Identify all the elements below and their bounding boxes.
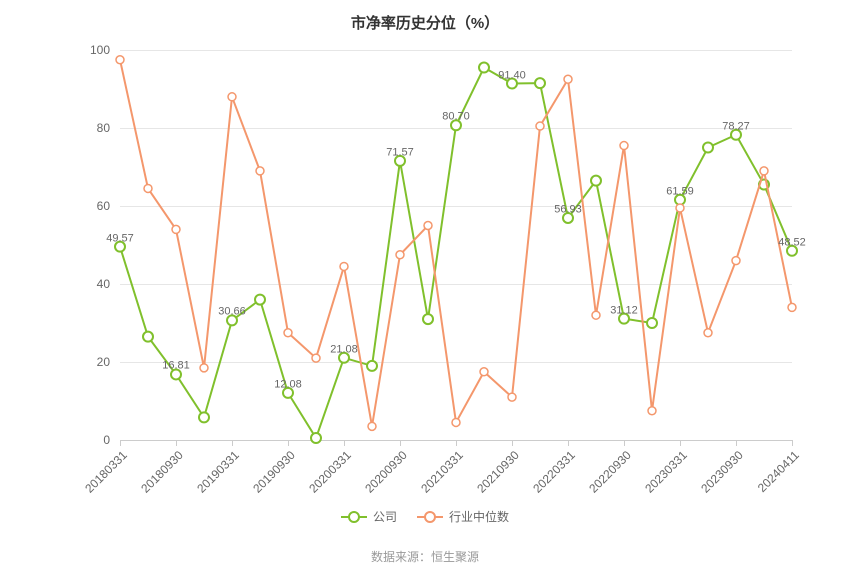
series-marker <box>199 412 209 422</box>
value-label: 21.08 <box>330 343 358 355</box>
x-tick-label: 20230930 <box>698 448 746 496</box>
series-marker <box>676 204 684 212</box>
x-tick <box>736 440 737 446</box>
x-tick <box>512 440 513 446</box>
x-tick-label: 20220331 <box>530 448 578 496</box>
series-marker <box>424 222 432 230</box>
value-label: 49.57 <box>106 232 134 244</box>
series-marker <box>480 368 488 376</box>
value-label: 30.66 <box>218 306 246 318</box>
series-marker <box>143 332 153 342</box>
x-tick-label: 20220930 <box>586 448 634 496</box>
source-value: 恒生聚源 <box>431 550 479 564</box>
series-marker <box>591 176 601 186</box>
value-label: 12.08 <box>274 378 302 390</box>
series-marker <box>732 257 740 265</box>
x-tick-label: 20230331 <box>642 448 690 496</box>
series-marker <box>144 184 152 192</box>
series-marker <box>760 167 768 175</box>
series-marker <box>311 433 321 443</box>
legend-marker-icon <box>341 510 367 524</box>
series-marker <box>367 361 377 371</box>
legend: 公司 行业中位数 <box>0 508 850 527</box>
x-tick <box>232 440 233 446</box>
plot-area: 0204060801002018033120180930201903312019… <box>120 50 792 440</box>
series-marker <box>116 56 124 64</box>
series-marker <box>620 142 628 150</box>
legend-item[interactable]: 公司 <box>341 508 397 525</box>
x-tick <box>400 440 401 446</box>
y-tick-label: 20 <box>97 355 120 369</box>
data-source: 数据来源：恒生聚源 <box>0 548 850 565</box>
value-label: 91.40 <box>498 69 526 81</box>
y-tick-label: 40 <box>97 277 120 291</box>
x-tick <box>680 440 681 446</box>
x-tick <box>288 440 289 446</box>
x-tick-label: 20180930 <box>138 448 186 496</box>
legend-marker-icon <box>417 510 443 524</box>
x-tick <box>624 440 625 446</box>
x-tick-label: 20180331 <box>82 448 130 496</box>
series-marker <box>647 318 657 328</box>
chart-title: 市净率历史分位（%） <box>0 0 850 41</box>
series-marker <box>703 143 713 153</box>
value-label: 56.93 <box>554 204 582 216</box>
series-marker <box>396 251 404 259</box>
series-marker <box>312 354 320 362</box>
y-tick-label: 60 <box>97 199 120 213</box>
series-marker <box>255 295 265 305</box>
series-marker <box>284 329 292 337</box>
x-tick-label: 20210930 <box>474 448 522 496</box>
y-tick-label: 80 <box>97 121 120 135</box>
x-tick-label: 20190331 <box>194 448 242 496</box>
x-tick-label: 20200930 <box>362 448 410 496</box>
series-marker <box>228 93 236 101</box>
x-tick <box>792 440 793 446</box>
value-label: 71.57 <box>386 146 414 158</box>
y-tick-label: 0 <box>103 433 120 447</box>
source-label: 数据来源： <box>371 550 431 564</box>
legend-label: 行业中位数 <box>449 508 509 525</box>
x-tick-label: 20210331 <box>418 448 466 496</box>
series-svg <box>120 50 792 440</box>
series-marker <box>423 314 433 324</box>
value-label: 80.70 <box>442 111 470 123</box>
x-tick-label: 20200331 <box>306 448 354 496</box>
series-marker <box>256 167 264 175</box>
series-marker <box>564 75 572 83</box>
x-tick <box>344 440 345 446</box>
value-label: 61.59 <box>666 185 694 197</box>
series-marker <box>368 422 376 430</box>
series-marker <box>172 225 180 233</box>
series-marker <box>592 311 600 319</box>
series-marker <box>200 364 208 372</box>
value-label: 31.12 <box>610 304 638 316</box>
value-label: 48.52 <box>778 236 806 248</box>
chart-container: 市净率历史分位（%） 02040608010020180331201809302… <box>0 0 850 574</box>
series-marker <box>788 303 796 311</box>
series-marker <box>452 418 460 426</box>
x-tick <box>120 440 121 446</box>
series-marker <box>704 329 712 337</box>
legend-item[interactable]: 行业中位数 <box>417 508 509 525</box>
x-tick <box>456 440 457 446</box>
y-tick-label: 100 <box>90 43 120 57</box>
legend-label: 公司 <box>373 508 397 525</box>
value-label: 78.27 <box>722 120 750 132</box>
x-tick-label: 20240411 <box>755 448 802 495</box>
value-label: 16.81 <box>162 360 190 372</box>
x-tick <box>176 440 177 446</box>
series-marker <box>648 407 656 415</box>
series-marker <box>479 63 489 73</box>
series-marker <box>508 393 516 401</box>
x-tick-label: 20190930 <box>250 448 298 496</box>
series-marker <box>340 262 348 270</box>
series-marker <box>536 122 544 130</box>
x-tick <box>568 440 569 446</box>
series-marker <box>535 78 545 88</box>
